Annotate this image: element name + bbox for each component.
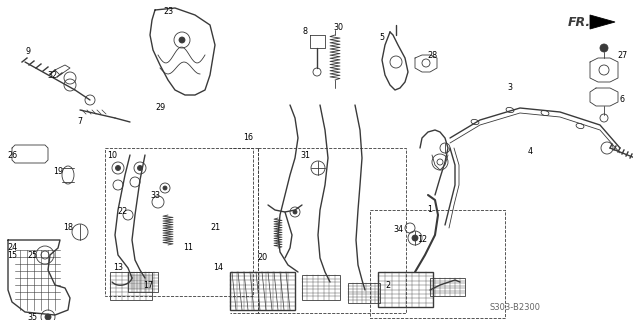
Bar bbox=[378, 272, 433, 307]
Bar bbox=[128, 272, 158, 292]
Text: 31: 31 bbox=[300, 150, 310, 159]
Text: 24: 24 bbox=[7, 244, 17, 252]
Text: 32: 32 bbox=[47, 70, 57, 79]
Bar bbox=[348, 283, 380, 303]
Text: 5: 5 bbox=[379, 34, 385, 43]
Text: S303-B2300: S303-B2300 bbox=[490, 303, 541, 313]
Bar bbox=[370, 210, 505, 318]
Bar bbox=[230, 272, 295, 310]
Circle shape bbox=[163, 186, 167, 190]
Bar bbox=[302, 275, 340, 300]
Text: 11: 11 bbox=[183, 244, 193, 252]
Text: 2: 2 bbox=[385, 281, 391, 290]
Text: 29: 29 bbox=[155, 103, 165, 113]
Polygon shape bbox=[590, 15, 615, 29]
Text: 30: 30 bbox=[333, 23, 343, 33]
Text: 13: 13 bbox=[113, 263, 123, 273]
Circle shape bbox=[45, 314, 51, 320]
Text: 14: 14 bbox=[213, 263, 223, 273]
Text: 10: 10 bbox=[107, 150, 117, 159]
Text: 18: 18 bbox=[63, 223, 73, 233]
Text: 27: 27 bbox=[617, 51, 627, 60]
Bar bbox=[430, 278, 465, 296]
Circle shape bbox=[137, 165, 142, 171]
Text: 8: 8 bbox=[303, 28, 308, 36]
Text: 3: 3 bbox=[508, 84, 513, 92]
Text: 6: 6 bbox=[620, 95, 625, 105]
Text: 33: 33 bbox=[150, 190, 160, 199]
Text: 34: 34 bbox=[393, 226, 403, 235]
Text: 21: 21 bbox=[210, 223, 220, 233]
Text: 17: 17 bbox=[143, 281, 153, 290]
Text: 4: 4 bbox=[527, 148, 532, 156]
Text: 25: 25 bbox=[27, 251, 37, 260]
Text: 35: 35 bbox=[27, 314, 37, 320]
Text: 23: 23 bbox=[163, 7, 173, 17]
Text: 15: 15 bbox=[7, 251, 17, 260]
Text: 20: 20 bbox=[257, 253, 267, 262]
Text: 7: 7 bbox=[77, 117, 82, 126]
Bar bbox=[110, 272, 152, 300]
Text: 26: 26 bbox=[7, 150, 17, 159]
Text: 1: 1 bbox=[427, 205, 432, 214]
Text: 19: 19 bbox=[53, 167, 63, 177]
Bar bbox=[258, 148, 406, 313]
Circle shape bbox=[293, 210, 297, 214]
Circle shape bbox=[115, 165, 120, 171]
Text: 22: 22 bbox=[117, 207, 127, 217]
Bar bbox=[105, 148, 253, 296]
Text: FR.: FR. bbox=[568, 15, 591, 28]
Text: 12: 12 bbox=[417, 236, 427, 244]
Circle shape bbox=[600, 44, 608, 52]
Text: 16: 16 bbox=[243, 133, 253, 142]
Text: 9: 9 bbox=[25, 47, 30, 57]
Circle shape bbox=[412, 235, 418, 241]
Circle shape bbox=[179, 37, 185, 43]
Text: 28: 28 bbox=[427, 51, 437, 60]
